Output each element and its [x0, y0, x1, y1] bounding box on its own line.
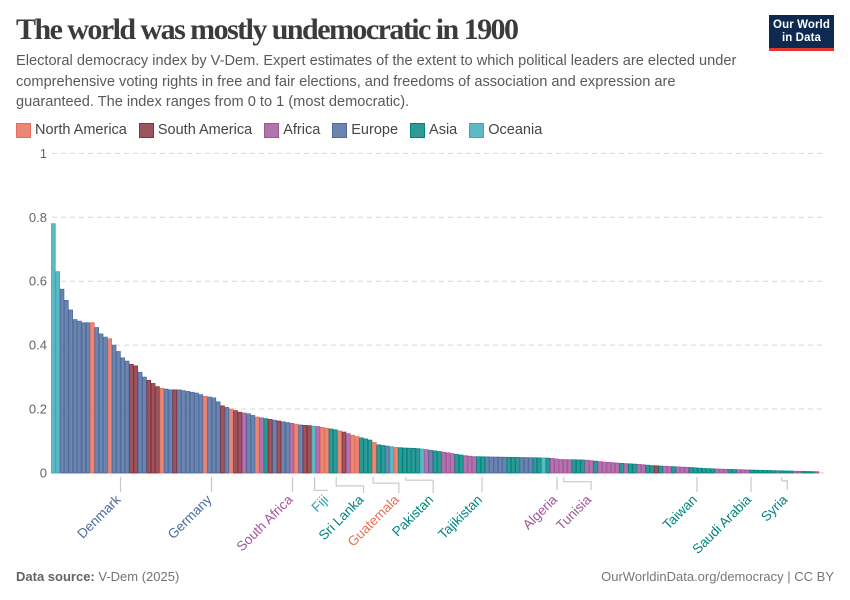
svg-text:0.6: 0.6	[29, 274, 47, 289]
svg-text:Denmark: Denmark	[74, 492, 124, 542]
svg-text:Tajikistan: Tajikistan	[435, 492, 485, 542]
svg-text:0: 0	[40, 466, 47, 481]
svg-text:Saudi Arabia: Saudi Arabia	[689, 492, 754, 557]
svg-text:Algeria: Algeria	[520, 492, 561, 533]
svg-text:0.8: 0.8	[29, 210, 47, 225]
svg-text:South Africa: South Africa	[234, 492, 296, 554]
svg-text:1: 1	[40, 146, 47, 161]
svg-text:0.4: 0.4	[29, 338, 47, 353]
svg-text:Fiji: Fiji	[309, 492, 332, 515]
svg-text:Taiwan: Taiwan	[660, 492, 700, 532]
svg-text:Syria: Syria	[758, 492, 791, 525]
svg-text:Tunisia: Tunisia	[553, 492, 594, 533]
svg-text:0.2: 0.2	[29, 402, 47, 417]
svg-text:Germany: Germany	[165, 492, 215, 542]
